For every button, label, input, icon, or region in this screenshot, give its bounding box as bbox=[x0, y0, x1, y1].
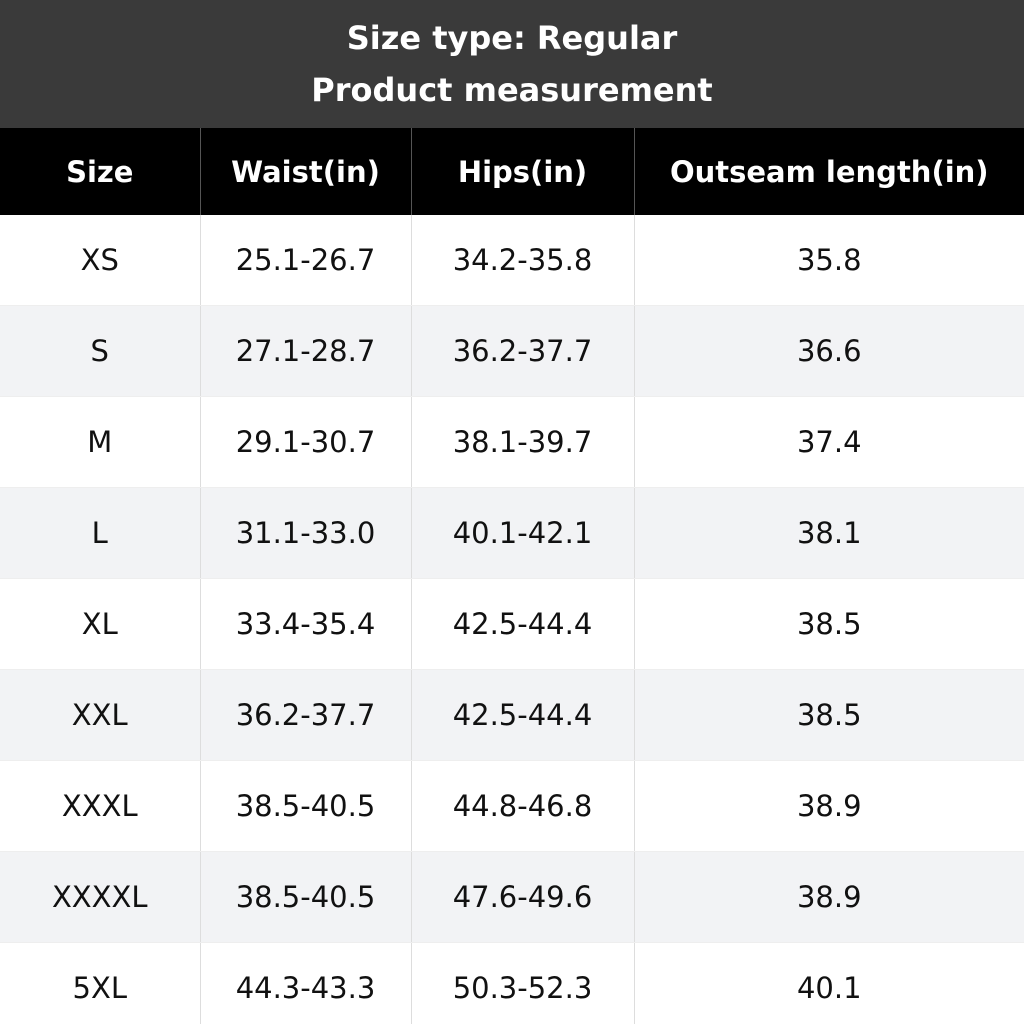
table-cell: 40.1 bbox=[634, 942, 1024, 1024]
table-cell: 27.1-28.7 bbox=[200, 305, 412, 397]
table-cell: 5XL bbox=[0, 942, 201, 1024]
table-cell: 38.9 bbox=[634, 851, 1024, 943]
table-cell: 40.1-42.1 bbox=[411, 487, 635, 579]
table-cell: 38.5 bbox=[634, 669, 1024, 761]
table-row: XXXL 38.5-40.5 44.8-46.8 38.9 bbox=[0, 760, 1024, 852]
column-header: Hips(in) bbox=[411, 128, 635, 215]
table-row: M 29.1-30.7 38.1-39.7 37.4 bbox=[0, 396, 1024, 488]
subtitle: Product measurement bbox=[311, 71, 713, 109]
table-cell: 29.1-30.7 bbox=[200, 396, 412, 488]
column-header: Outseam length(in) bbox=[634, 128, 1024, 215]
table-row: XXXXL 38.5-40.5 47.6-49.6 38.9 bbox=[0, 851, 1024, 943]
table-cell: XL bbox=[0, 578, 201, 670]
header-row: Size Waist(in) Hips(in) Outseam length(in) bbox=[0, 128, 1024, 215]
table-body: XS 25.1-26.7 34.2-35.8 35.8 S 27.1-28.7 36.2-3… bbox=[0, 215, 1024, 1024]
table-cell: 38.5-40.5 bbox=[200, 760, 412, 852]
table-cell: 33.4-35.4 bbox=[200, 578, 412, 670]
table-cell: 36.6 bbox=[634, 305, 1024, 397]
table-row: S 27.1-28.7 36.2-37.7 36.6 bbox=[0, 305, 1024, 397]
table-cell: XXXL bbox=[0, 760, 201, 852]
table-cell: 35.8 bbox=[634, 215, 1024, 306]
column-header: Waist(in) bbox=[200, 128, 412, 215]
table-row: XS 25.1-26.7 34.2-35.8 35.8 bbox=[0, 215, 1024, 306]
table-cell: 25.1-26.7 bbox=[200, 215, 412, 306]
table-cell: 44.3-43.3 bbox=[200, 942, 412, 1024]
table-row: 5XL 44.3-43.3 50.3-52.3 40.1 bbox=[0, 942, 1024, 1024]
table-cell: 38.5-40.5 bbox=[200, 851, 412, 943]
table-cell: 36.2-37.7 bbox=[411, 305, 635, 397]
header: Size type: Regular Product measurement bbox=[0, 0, 1024, 128]
table-cell: L bbox=[0, 487, 201, 579]
table-cell: XXL bbox=[0, 669, 201, 761]
size-table: Size Waist(in) Hips(in) Outseam length(in) … bbox=[0, 128, 1024, 1024]
table-cell: 31.1-33.0 bbox=[200, 487, 412, 579]
table-row: XXL 36.2-37.7 42.5-44.4 38.5 bbox=[0, 669, 1024, 761]
table-cell: 37.4 bbox=[634, 396, 1024, 488]
table-cell: 42.5-44.4 bbox=[411, 669, 635, 761]
table-cell: 42.5-44.4 bbox=[411, 578, 635, 670]
table-cell: 38.9 bbox=[634, 760, 1024, 852]
table-cell: 47.6-49.6 bbox=[411, 851, 635, 943]
table-cell: XXXXL bbox=[0, 851, 201, 943]
table-cell: 36.2-37.7 bbox=[200, 669, 412, 761]
column-header: Size bbox=[0, 128, 201, 215]
table-row: L 31.1-33.0 40.1-42.1 38.1 bbox=[0, 487, 1024, 579]
table-row: XL 33.4-35.4 42.5-44.4 38.5 bbox=[0, 578, 1024, 670]
table-cell: 50.3-52.3 bbox=[411, 942, 635, 1024]
table-cell: 38.1-39.7 bbox=[411, 396, 635, 488]
table-cell: 34.2-35.8 bbox=[411, 215, 635, 306]
table-cell: 38.1 bbox=[634, 487, 1024, 579]
table-cell: XS bbox=[0, 215, 201, 306]
table-cell: M bbox=[0, 396, 201, 488]
table-cell: 44.8-46.8 bbox=[411, 760, 635, 852]
table-cell: 38.5 bbox=[634, 578, 1024, 670]
title: Size type: Regular bbox=[346, 19, 678, 57]
table-cell: S bbox=[0, 305, 201, 397]
